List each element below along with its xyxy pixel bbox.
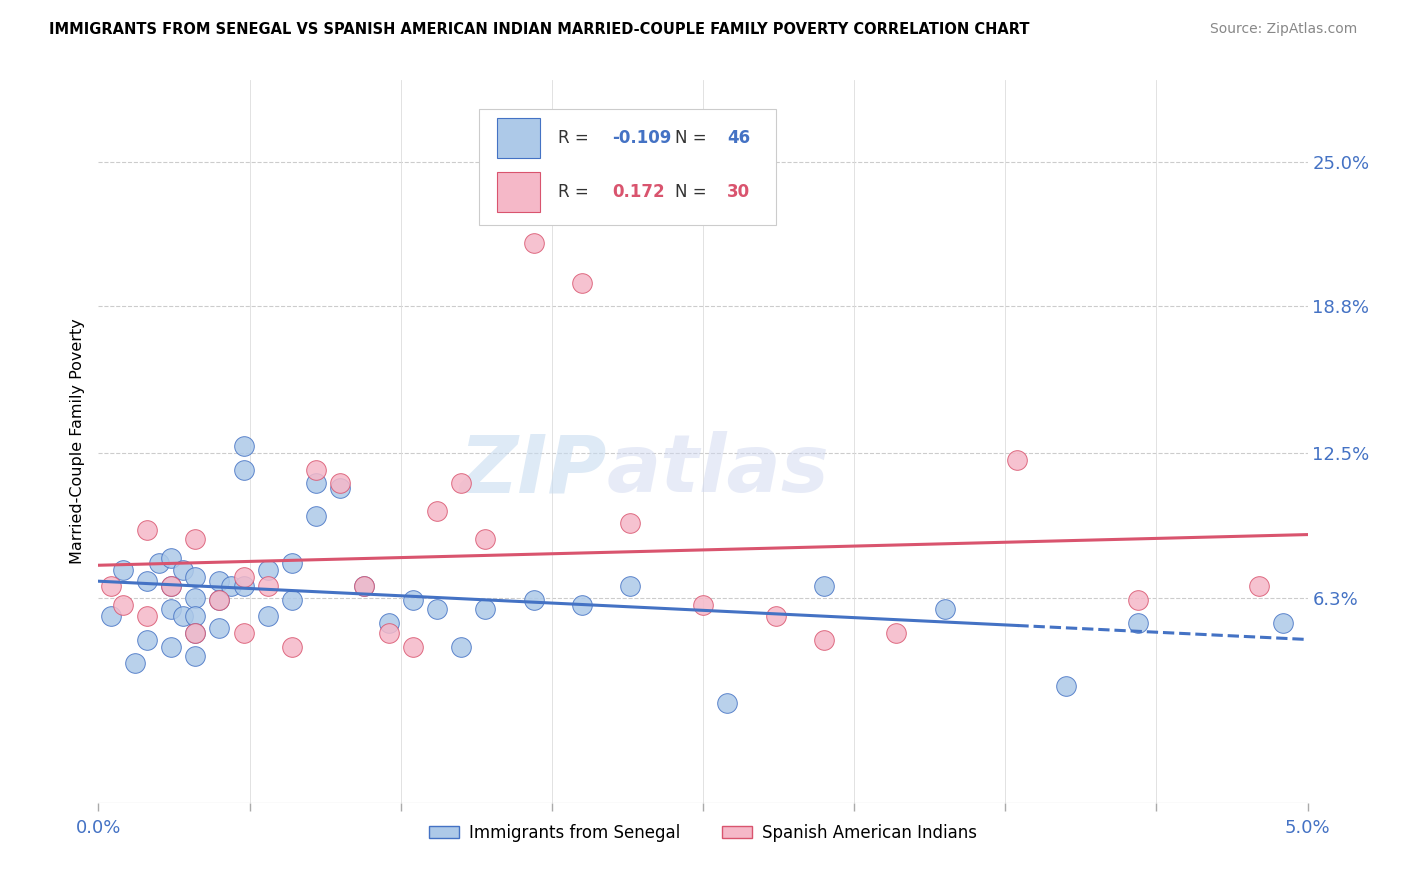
Point <box>111 563 134 577</box>
Point <box>135 574 157 589</box>
Point <box>184 648 207 663</box>
Point <box>619 579 641 593</box>
Point <box>474 533 496 547</box>
Point <box>281 640 304 654</box>
Point <box>402 593 425 607</box>
Legend: Immigrants from Senegal, Spanish American Indians: Immigrants from Senegal, Spanish America… <box>422 817 984 848</box>
Point <box>160 602 183 616</box>
Point <box>232 439 254 453</box>
Point <box>100 579 122 593</box>
Point <box>523 236 546 251</box>
Point <box>124 656 146 670</box>
Text: Source: ZipAtlas.com: Source: ZipAtlas.com <box>1209 22 1357 37</box>
Point <box>184 625 207 640</box>
Point <box>111 598 134 612</box>
FancyBboxPatch shape <box>479 109 776 225</box>
Point <box>474 602 496 616</box>
Point <box>813 579 835 593</box>
Point <box>256 609 278 624</box>
Point <box>329 481 352 495</box>
Point <box>886 625 908 640</box>
Text: 46: 46 <box>727 129 751 147</box>
Text: IMMIGRANTS FROM SENEGAL VS SPANISH AMERICAN INDIAN MARRIED-COUPLE FAMILY POVERTY: IMMIGRANTS FROM SENEGAL VS SPANISH AMERI… <box>49 22 1029 37</box>
Point <box>450 640 472 654</box>
Point <box>135 609 157 624</box>
Point <box>305 509 328 524</box>
Point <box>208 593 231 607</box>
Point <box>1128 593 1150 607</box>
Point <box>160 579 183 593</box>
Point <box>172 609 194 624</box>
Point <box>426 504 449 518</box>
Point <box>208 593 231 607</box>
Point <box>184 625 207 640</box>
Point <box>1128 616 1150 631</box>
Point <box>232 625 254 640</box>
Text: R =: R = <box>558 183 599 202</box>
Point <box>160 551 183 566</box>
Point <box>232 579 254 593</box>
Y-axis label: Married-Couple Family Poverty: Married-Couple Family Poverty <box>69 318 84 565</box>
Point <box>1007 453 1029 467</box>
Point <box>184 533 207 547</box>
Point <box>426 602 449 616</box>
Point <box>232 570 254 584</box>
Text: ZIP: ZIP <box>458 432 606 509</box>
Point <box>716 696 738 710</box>
Point <box>305 462 328 476</box>
Point <box>329 476 352 491</box>
Point <box>523 593 546 607</box>
Point <box>813 632 835 647</box>
Point <box>232 462 254 476</box>
Point <box>450 476 472 491</box>
Text: N =: N = <box>675 129 711 147</box>
Point <box>305 476 328 491</box>
Point <box>135 632 157 647</box>
Text: atlas: atlas <box>606 432 830 509</box>
Point <box>160 579 183 593</box>
Point <box>1272 616 1295 631</box>
Point <box>377 616 399 631</box>
Point <box>402 640 425 654</box>
Point <box>353 579 375 593</box>
FancyBboxPatch shape <box>498 119 540 158</box>
Point <box>184 591 207 605</box>
Point <box>135 523 157 537</box>
Point <box>221 579 243 593</box>
Point <box>571 276 593 290</box>
Point <box>172 563 194 577</box>
Text: R =: R = <box>558 129 593 147</box>
Point <box>619 516 641 530</box>
Text: 30: 30 <box>727 183 751 202</box>
Point <box>160 640 183 654</box>
Text: 0.172: 0.172 <box>613 183 665 202</box>
Point <box>184 570 207 584</box>
Point <box>281 556 304 570</box>
Point <box>208 621 231 635</box>
Text: -0.109: -0.109 <box>613 129 672 147</box>
Point <box>256 563 278 577</box>
Point <box>148 556 170 570</box>
FancyBboxPatch shape <box>498 172 540 212</box>
Point <box>1249 579 1271 593</box>
Point <box>571 598 593 612</box>
Point <box>184 609 207 624</box>
Point <box>1054 679 1077 693</box>
Point <box>208 574 231 589</box>
Point <box>934 602 956 616</box>
Text: N =: N = <box>675 183 711 202</box>
Point <box>377 625 399 640</box>
Point <box>765 609 787 624</box>
Point <box>256 579 278 593</box>
Point <box>100 609 122 624</box>
Point <box>281 593 304 607</box>
Point <box>692 598 714 612</box>
Point <box>353 579 375 593</box>
